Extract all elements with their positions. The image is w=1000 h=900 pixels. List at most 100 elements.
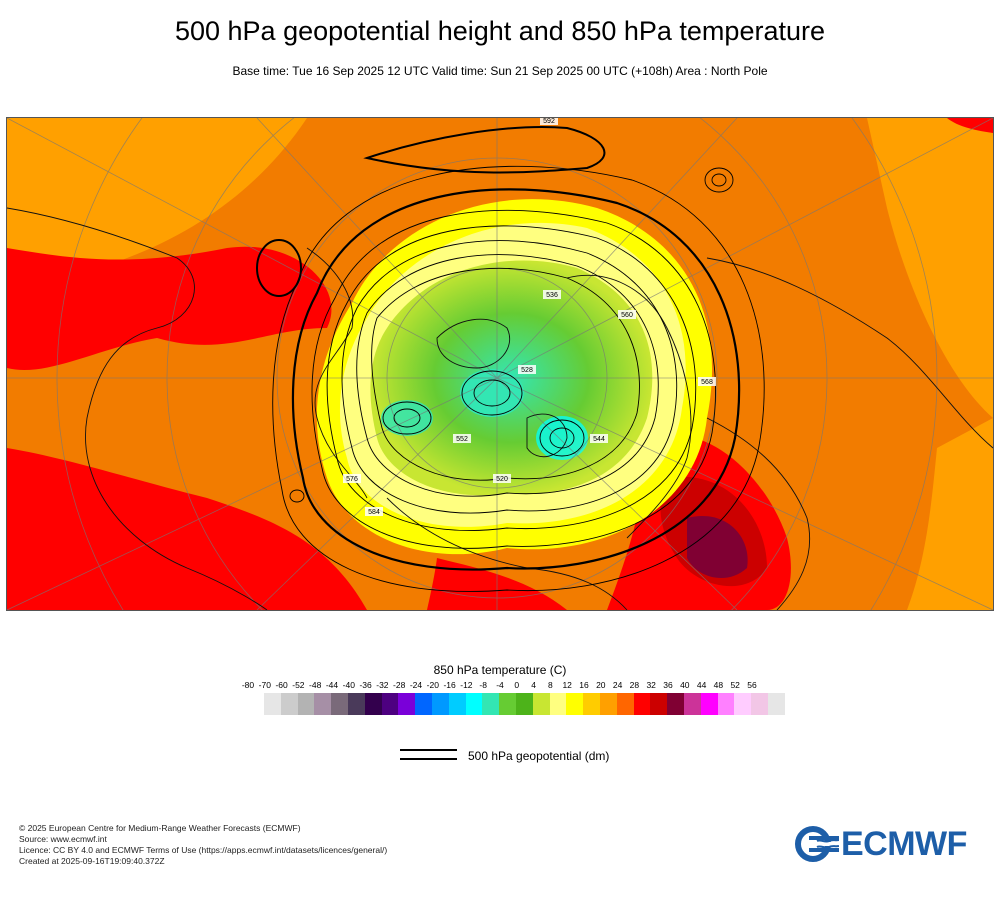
legend-tick-label: -80 (241, 680, 255, 690)
copyright-line: © 2025 European Centre for Medium-Range … (19, 823, 301, 833)
legend-tick-label: 16 (579, 680, 589, 690)
legend-color-cell (549, 693, 567, 715)
map-panel: 520 528 536 544 552 560 568 576 584 592 (6, 117, 994, 611)
legend-tick-label: -70 (258, 680, 271, 690)
contour-label-bg (540, 118, 558, 125)
polar-map: 520 528 536 544 552 560 568 576 584 592 (7, 118, 993, 610)
legend-color-cell (364, 693, 382, 715)
source-line: Source: www.ecmwf.int (19, 834, 107, 844)
contour-label: 568 (701, 379, 713, 386)
legend-color-cell (767, 693, 785, 715)
contour-legend-line (400, 749, 457, 761)
temperature-legend-title: 850 hPa temperature (C) (433, 663, 567, 677)
contour-label: 592 (543, 118, 555, 125)
contour-label: 584 (368, 509, 380, 516)
legend-tick-label: 20 (596, 680, 606, 690)
legend-tick-label: -24 (409, 680, 423, 690)
contour-label-bg (590, 434, 608, 443)
legend-tick-label: 4 (531, 680, 536, 690)
legend-color-cell (331, 693, 348, 715)
legend-tick-label: -20 (426, 680, 439, 690)
legend-color-cell (347, 693, 365, 715)
legend-color-cell (583, 693, 600, 715)
cold-pocket (536, 416, 588, 460)
geopotential-contours (256, 126, 765, 592)
chart-title: 500 hPa geopotential height and 850 hPa … (174, 16, 825, 46)
legend-color-cell (633, 693, 651, 715)
orange-region (867, 118, 993, 418)
contour-legend-label: 500 hPa geopotential (dm) (468, 749, 610, 763)
ecmwf-logo-text: ECMWF (841, 825, 967, 863)
contour-label: 528 (521, 367, 533, 374)
legend-tick-label: 52 (730, 680, 740, 690)
legend-tick-label: 28 (629, 680, 640, 690)
licence-line: Licence: CC BY 4.0 and ECMWF Terms of Us… (19, 845, 388, 855)
hot-region (7, 246, 332, 371)
legend-color-cell (667, 693, 684, 715)
legend-color-cell (415, 693, 432, 715)
legend-color-cell (314, 693, 332, 715)
legend-color-cell (717, 693, 735, 715)
legend-color-cell (532, 693, 550, 715)
contour-label-bg (543, 290, 561, 299)
hot-region (7, 448, 367, 610)
legend-tick-label: -36 (359, 680, 372, 690)
legend-tick-label: -12 (460, 680, 473, 690)
chart-subtitle: Base time: Tue 16 Sep 2025 12 UTC Valid … (232, 64, 768, 78)
legend-tick-label: 56 (747, 680, 757, 690)
legend-color-cell (734, 693, 752, 715)
legend-tick-label: 24 (612, 680, 623, 690)
legend-tick-label: 36 (663, 680, 673, 690)
legend-color-cell (465, 693, 483, 715)
contour-label: 536 (546, 292, 558, 299)
legend-color-cell (280, 693, 298, 715)
legend-tick-label: -32 (376, 680, 389, 690)
legend-color-cell (264, 693, 281, 715)
legend-tick-label: 48 (713, 680, 724, 690)
legend-color-cell (297, 693, 315, 715)
legend-color-cell (616, 693, 634, 715)
legend-color-cell (381, 693, 399, 715)
graticule (7, 118, 993, 610)
orange-region (7, 118, 307, 293)
legend-tick-label: 32 (646, 680, 656, 690)
contour-label: 544 (593, 436, 605, 443)
legend-tick-label: -60 (275, 680, 288, 690)
temperature-color-bar (264, 693, 785, 715)
contour-label-bg (698, 377, 716, 386)
legend-tick-label: -44 (325, 680, 339, 690)
contour-label: 560 (621, 312, 633, 319)
legend-color-cell (448, 693, 466, 715)
legend-color-cell (599, 693, 617, 715)
legend-tick-label: -40 (342, 680, 355, 690)
contour-label-bg (453, 434, 471, 443)
legend-color-cell (515, 693, 533, 715)
temperature-legend-ticks: -80 -70 -60 -52 -48 -44 -40 -36 -32 -28 -24 -20 -16-… (238, 680, 764, 692)
contour-label-bg (343, 474, 361, 483)
legend-tick-label: -16 (443, 680, 456, 690)
ecmwf-logo: ECMWF (795, 826, 985, 862)
cold-pocket (460, 369, 524, 417)
legend-tick-label: 8 (548, 680, 553, 690)
hot-region (947, 118, 993, 133)
contour-label: 520 (496, 476, 508, 483)
legend-tick-label: 12 (562, 680, 572, 690)
contour-label-bg (365, 507, 383, 516)
legend-color-cell (499, 693, 516, 715)
legend-color-cell (751, 693, 768, 715)
legend-tick-label: -4 (496, 680, 504, 690)
legend-color-cell (683, 693, 701, 715)
legend-color-cell (650, 693, 668, 715)
legend-color-cell (700, 693, 718, 715)
legend-tick-label: -52 (292, 680, 305, 690)
contour-label: 552 (456, 436, 468, 443)
created-line: Created at 2025-09-16T19:09:40.372Z (19, 856, 165, 866)
ecmwf-logo-icon (795, 826, 840, 862)
hot-region (687, 516, 748, 579)
footer: © 2025 European Centre for Medium-Range … (19, 823, 387, 867)
legend-color-cell (431, 693, 449, 715)
legend-color-cell (482, 693, 500, 715)
legend-tick-label: -28 (393, 680, 406, 690)
legend-tick-label: -8 (479, 680, 487, 690)
legend-color-cell (566, 693, 584, 715)
